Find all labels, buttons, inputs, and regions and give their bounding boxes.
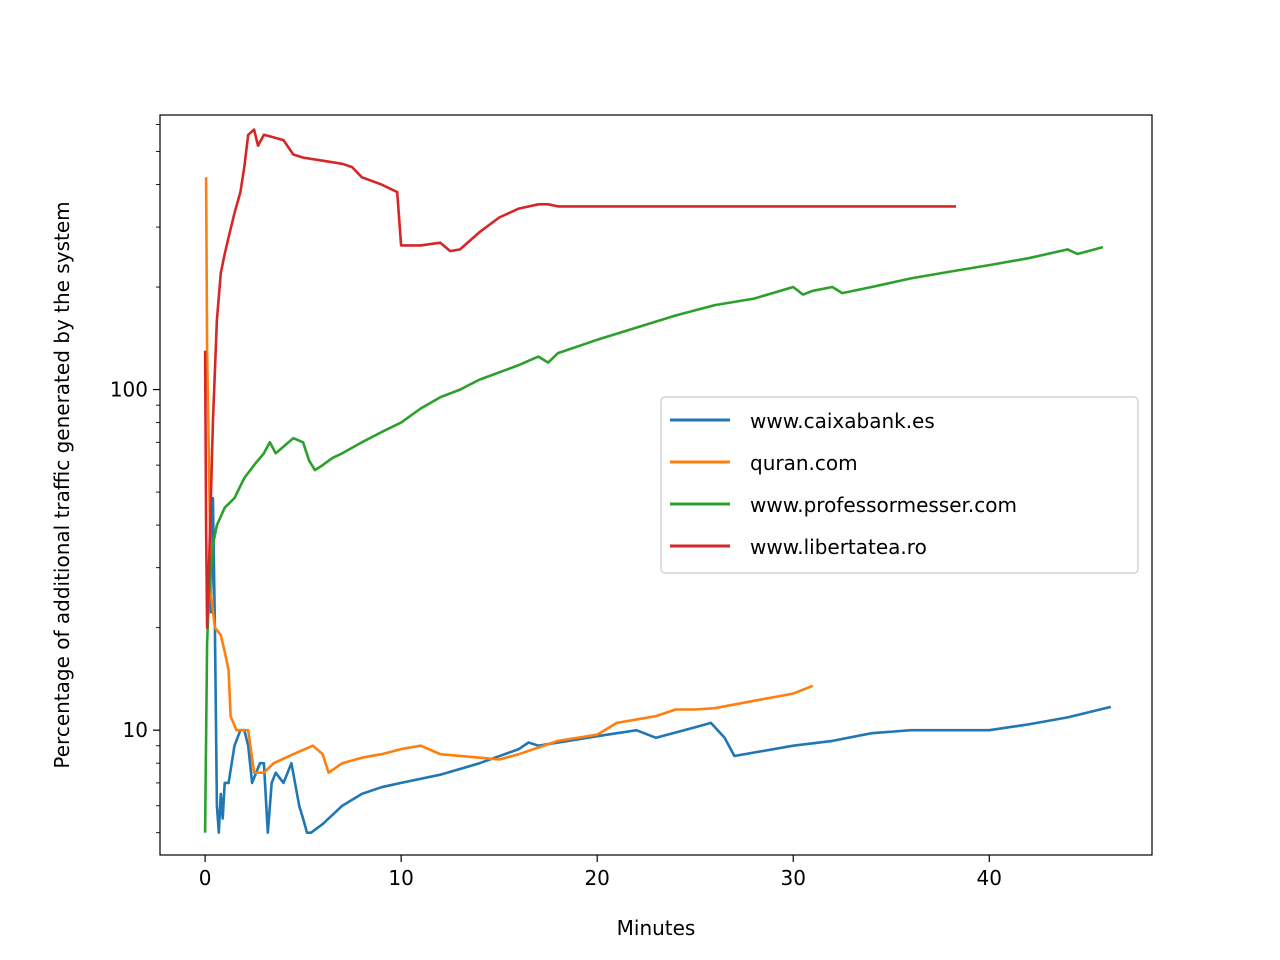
legend-box	[660, 396, 1139, 574]
plot-frame	[159, 114, 1153, 856]
series-line-caixabank	[209, 496, 1112, 835]
x-tick-label: 10	[388, 866, 413, 890]
series-line-professormesser	[203, 245, 1104, 833]
y-tick-label: 10	[123, 718, 148, 742]
legend-label-caixabank: www.caixabank.es	[750, 409, 935, 433]
x-axis: 0 10 20 30 40	[199, 855, 1002, 890]
x-tick-label: 40	[977, 866, 1002, 890]
x-tick-label: 0	[199, 866, 212, 890]
legend-label-quran: quran.com	[750, 451, 858, 475]
legend-label-professormesser: www.professormesser.com	[750, 493, 1017, 517]
series-line-quran	[204, 177, 814, 775]
y-axis: 10 100	[110, 124, 160, 834]
series-layer	[203, 128, 1112, 835]
x-axis-label: Minutes	[617, 916, 696, 940]
legend-label-libertatea: www.libertatea.ro	[750, 535, 927, 559]
series-line-libertatea	[203, 128, 956, 629]
x-tick-label: 20	[584, 866, 609, 890]
y-axis-label: Percentage of additional traffic generat…	[50, 201, 74, 768]
x-tick-label: 30	[781, 866, 806, 890]
legend: www.caixabank.es quran.com www.professor…	[660, 396, 1139, 574]
y-tick-label: 100	[110, 378, 148, 402]
